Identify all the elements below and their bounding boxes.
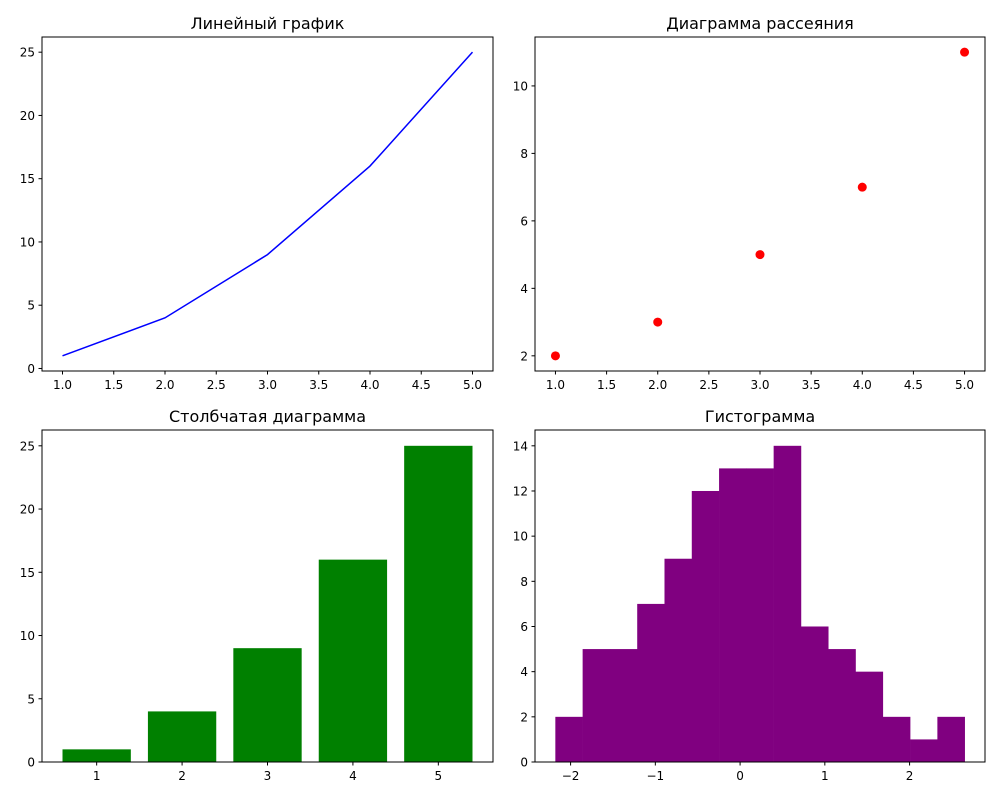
y-tick-label: 10 xyxy=(20,235,35,249)
y-tick-label: 6 xyxy=(520,620,528,634)
x-tick-label: 1.0 xyxy=(53,378,72,392)
y-tick-label: 4 xyxy=(520,282,528,296)
x-tick-label: 4.5 xyxy=(904,378,923,392)
x-tick-label: 1 xyxy=(821,769,829,783)
scatter-point xyxy=(960,47,970,57)
x-tick-label: 4.5 xyxy=(412,378,431,392)
bar xyxy=(233,648,302,762)
x-tick-label: −1 xyxy=(646,769,664,783)
histogram-bar xyxy=(800,626,829,762)
scatter-point xyxy=(653,317,663,327)
y-tick-label: 12 xyxy=(513,484,528,498)
histogram-bar xyxy=(609,649,638,762)
x-tick-label: 3.0 xyxy=(258,378,277,392)
x-tick-label: 5 xyxy=(435,769,443,783)
y-tick-label: 10 xyxy=(513,79,528,93)
y-tick-label: 0 xyxy=(27,362,35,376)
histogram-bar xyxy=(637,603,665,762)
y-tick-label: 15 xyxy=(20,172,35,186)
axes-frame xyxy=(534,429,986,763)
x-tick-label: 4 xyxy=(349,769,357,783)
x-tick-label: 5.0 xyxy=(955,378,974,392)
histogram-bar xyxy=(882,716,911,762)
y-tick-label: 10 xyxy=(20,629,35,643)
y-tick-label: 5 xyxy=(27,692,35,706)
x-tick-label: 3.0 xyxy=(750,378,769,392)
x-tick-label: 2 xyxy=(906,769,914,783)
bar xyxy=(318,559,388,762)
x-tick-label: 1 xyxy=(93,769,101,783)
bar xyxy=(147,711,217,762)
y-tick-label: 2 xyxy=(520,710,528,724)
histogram-bar xyxy=(910,739,938,762)
y-tick-label: 0 xyxy=(27,756,35,770)
bar xyxy=(62,749,131,762)
histogram-bar xyxy=(828,649,856,762)
x-tick-label: 1.5 xyxy=(104,378,123,392)
y-tick-label: 20 xyxy=(20,109,35,123)
y-tick-label: 8 xyxy=(520,575,528,589)
subplot-1: 1.0 1.5 2.0 2.5 3.0 3.5 4.0 4.5 5.0 0 5 10 15 20 25 Лин… xyxy=(20,14,494,392)
x-tick-label: 2.5 xyxy=(699,378,718,392)
histogram-bar xyxy=(937,716,965,762)
scatter-point xyxy=(755,250,765,260)
subplot-2: 1.0 1.5 2.0 2.5 3.0 3.5 4.0 4.5 5.0 2 4 6 8 10 Диаграм… xyxy=(513,14,986,392)
subplot-title: Диаграмма рассеяния xyxy=(666,14,854,33)
y-tick-label: 5 xyxy=(27,299,35,313)
y-tick-label: 14 xyxy=(513,439,528,453)
subplot-title: Линейный график xyxy=(191,14,345,33)
y-tick-label: 25 xyxy=(20,46,35,60)
scatter-point xyxy=(550,351,560,361)
histogram-bar xyxy=(555,716,583,762)
y-tick-label: 10 xyxy=(513,530,528,544)
bar xyxy=(404,445,473,762)
x-tick-label: 4.0 xyxy=(360,378,379,392)
histogram-bar xyxy=(746,468,774,762)
axes-frame xyxy=(41,36,494,372)
x-tick-label: 3.5 xyxy=(802,378,821,392)
y-tick-label: 6 xyxy=(520,214,528,228)
x-tick-label: 1.0 xyxy=(546,378,565,392)
x-tick-label: 3 xyxy=(264,769,272,783)
x-tick-label: 0 xyxy=(736,769,744,783)
y-tick-label: 2 xyxy=(520,349,528,363)
x-tick-label: 4.0 xyxy=(853,378,872,392)
subplot-title: Столбчатая диаграмма xyxy=(169,407,366,426)
x-tick-label: 2.0 xyxy=(648,378,667,392)
histogram-bar xyxy=(691,490,720,762)
scatter-point xyxy=(857,182,867,192)
x-tick-label: 2.0 xyxy=(155,378,174,392)
histogram-bar xyxy=(773,445,802,762)
x-tick-label: 2.5 xyxy=(207,378,226,392)
y-tick-label: 8 xyxy=(520,147,528,161)
histogram-bar xyxy=(582,649,611,762)
axes-frame xyxy=(534,36,986,372)
line-series xyxy=(62,51,474,357)
y-tick-label: 15 xyxy=(20,566,35,580)
histogram-bar xyxy=(719,468,747,762)
subplot-3: 1 2 3 4 5 0 5 10 15 20 25 Столбчатая диаграмма xyxy=(20,407,494,783)
y-tick-label: 0 xyxy=(520,756,528,770)
histogram-bar xyxy=(664,558,693,762)
x-tick-label: −2 xyxy=(562,769,580,783)
x-tick-label: 3.5 xyxy=(309,378,328,392)
x-tick-label: 5.0 xyxy=(463,378,482,392)
subplot-title: Гистограмма xyxy=(705,407,815,426)
histogram-bar xyxy=(855,671,884,762)
y-tick-label: 20 xyxy=(20,503,35,517)
y-tick-label: 4 xyxy=(520,665,528,679)
y-tick-label: 25 xyxy=(20,439,35,453)
x-tick-label: 1.5 xyxy=(597,378,616,392)
x-tick-label: 2 xyxy=(178,769,186,783)
